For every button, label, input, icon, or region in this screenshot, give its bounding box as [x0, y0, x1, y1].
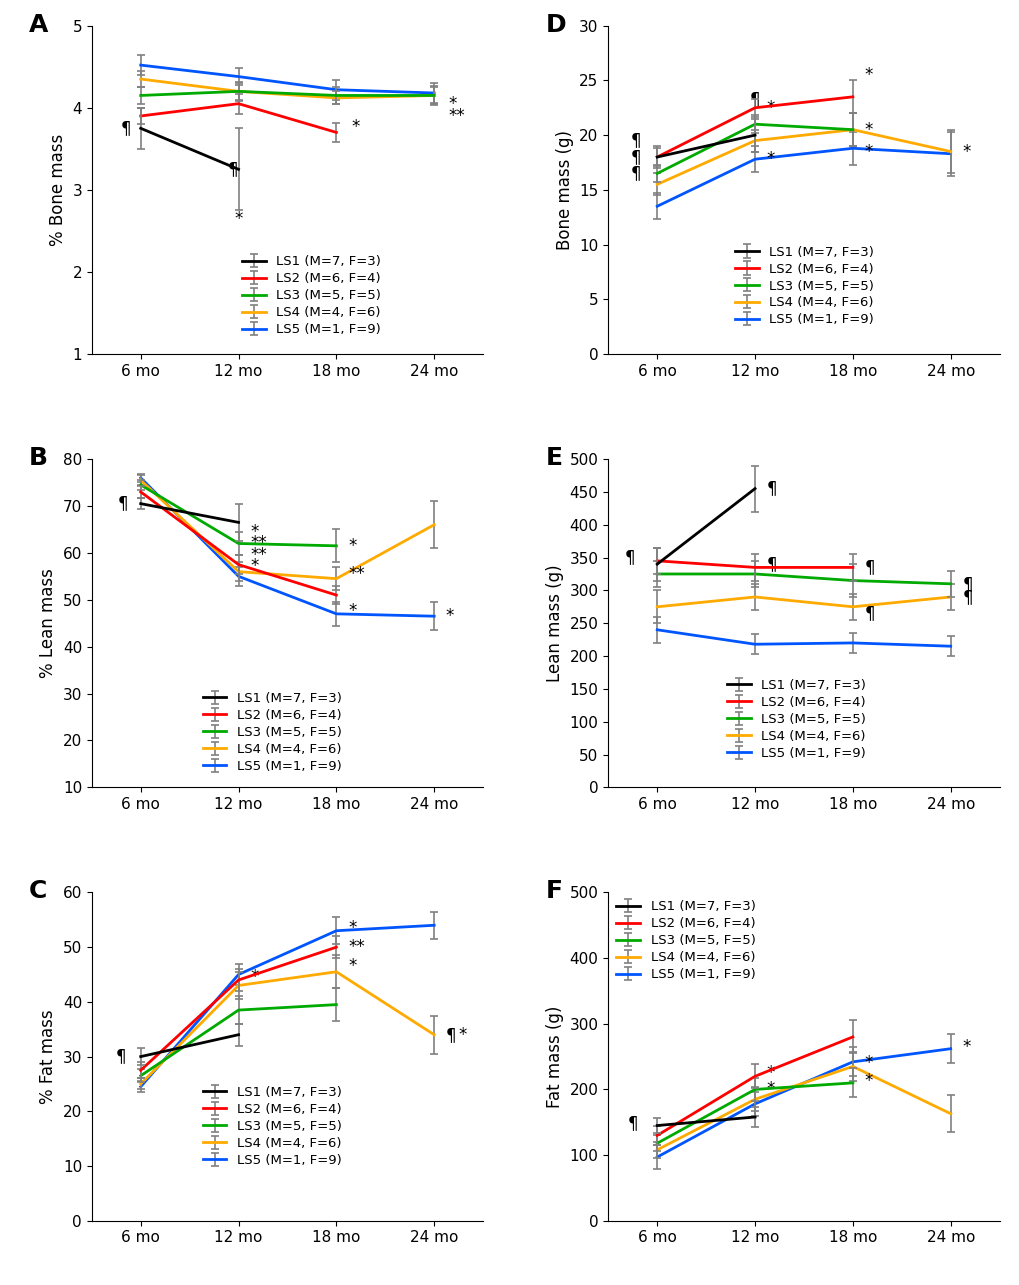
Text: ¶: ¶ — [766, 479, 776, 497]
Legend: LS1 (M=7, F=3), LS2 (M=6, F=4), LS3 (M=5, F=5), LS4 (M=4, F=6), LS5 (M=1, F=9): LS1 (M=7, F=3), LS2 (M=6, F=4), LS3 (M=5… — [725, 677, 867, 761]
Text: *: * — [864, 143, 872, 161]
Text: ¶: ¶ — [864, 604, 874, 622]
Text: A: A — [30, 13, 49, 36]
Text: *: * — [347, 919, 356, 937]
Text: *: * — [250, 969, 259, 987]
Text: *: * — [250, 523, 259, 541]
Text: *: * — [864, 121, 872, 139]
Legend: LS1 (M=7, F=3), LS2 (M=6, F=4), LS3 (M=5, F=5), LS4 (M=4, F=6), LS5 (M=1, F=9): LS1 (M=7, F=3), LS2 (M=6, F=4), LS3 (M=5… — [614, 899, 756, 983]
Y-axis label: Lean mass (g): Lean mass (g) — [545, 564, 564, 682]
Legend: LS1 (M=7, F=3), LS2 (M=6, F=4), LS3 (M=5, F=5), LS4 (M=4, F=6), LS5 (M=1, F=9): LS1 (M=7, F=3), LS2 (M=6, F=4), LS3 (M=5… — [240, 254, 382, 338]
Text: *: * — [766, 150, 774, 168]
Text: *: * — [445, 608, 453, 626]
Y-axis label: % Lean mass: % Lean mass — [39, 568, 57, 678]
Text: C: C — [30, 879, 48, 903]
Text: *: * — [864, 1054, 872, 1072]
Text: *: * — [766, 99, 774, 117]
Text: *: * — [448, 95, 457, 113]
Text: ¶: ¶ — [120, 120, 131, 137]
Text: *: * — [962, 143, 970, 161]
Text: ¶: ¶ — [445, 1025, 455, 1043]
Text: ¶: ¶ — [749, 90, 759, 108]
Text: B: B — [30, 446, 48, 470]
Text: F: F — [545, 879, 562, 903]
Text: ¶: ¶ — [766, 555, 776, 573]
Text: ¶: ¶ — [228, 161, 238, 179]
Text: ¶: ¶ — [962, 589, 972, 607]
Text: D: D — [545, 13, 566, 36]
Text: ¶: ¶ — [864, 559, 874, 577]
Text: **: ** — [250, 535, 267, 553]
Y-axis label: % Fat mass: % Fat mass — [39, 1009, 57, 1104]
Text: ¶: ¶ — [630, 148, 640, 166]
Text: *: * — [347, 537, 356, 555]
Text: *: * — [864, 66, 872, 84]
Text: *: * — [250, 556, 259, 574]
Text: *: * — [766, 1081, 774, 1099]
Text: *: * — [459, 1025, 467, 1043]
Text: *: * — [347, 603, 356, 621]
Text: ¶: ¶ — [118, 495, 128, 513]
Text: *: * — [864, 1072, 872, 1090]
Text: ¶: ¶ — [627, 1114, 638, 1132]
Text: **: ** — [250, 546, 267, 564]
Text: **: ** — [448, 107, 465, 125]
Y-axis label: % Bone mass: % Bone mass — [49, 134, 66, 245]
Text: ¶: ¶ — [624, 549, 635, 567]
Text: ¶: ¶ — [630, 164, 640, 182]
Text: ¶: ¶ — [630, 131, 640, 149]
Legend: LS1 (M=7, F=3), LS2 (M=6, F=4), LS3 (M=5, F=5), LS4 (M=4, F=6), LS5 (M=1, F=9): LS1 (M=7, F=3), LS2 (M=6, F=4), LS3 (M=5… — [201, 1085, 342, 1168]
Y-axis label: Fat mass (g): Fat mass (g) — [545, 1005, 564, 1108]
Text: *: * — [351, 118, 359, 136]
Legend: LS1 (M=7, F=3), LS2 (M=6, F=4), LS3 (M=5, F=5), LS4 (M=4, F=6), LS5 (M=1, F=9): LS1 (M=7, F=3), LS2 (M=6, F=4), LS3 (M=5… — [201, 691, 342, 775]
Text: **: ** — [347, 938, 365, 956]
Text: ¶: ¶ — [116, 1047, 126, 1065]
Legend: LS1 (M=7, F=3), LS2 (M=6, F=4), LS3 (M=5, F=5), LS4 (M=4, F=6), LS5 (M=1, F=9): LS1 (M=7, F=3), LS2 (M=6, F=4), LS3 (M=5… — [733, 244, 874, 328]
Text: *: * — [234, 211, 243, 229]
Text: ¶: ¶ — [962, 574, 972, 592]
Text: *: * — [766, 1064, 774, 1082]
Y-axis label: Bone mass (g): Bone mass (g) — [555, 130, 573, 249]
Text: **: ** — [347, 565, 365, 583]
Text: *: * — [962, 1038, 970, 1056]
Text: *: * — [347, 957, 356, 975]
Text: E: E — [545, 446, 562, 470]
